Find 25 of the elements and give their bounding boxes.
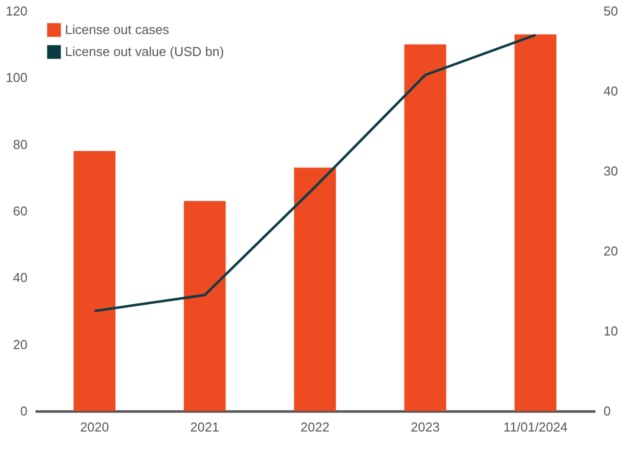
y2-tick-label: 30: [604, 164, 618, 178]
legend-label: License out cases: [65, 22, 170, 37]
bar: [184, 201, 226, 411]
x-tick-label: 11/01/2024: [503, 420, 568, 434]
bar: [404, 44, 446, 411]
x-tick-label: 2021: [190, 420, 220, 434]
y-tick-label: 0: [20, 404, 28, 418]
y-tick-label: 40: [13, 270, 28, 286]
x-tick-label: 2023: [410, 420, 440, 434]
y2-tick-label: 50: [604, 4, 618, 18]
y-tick-label: 60: [13, 204, 28, 218]
bar: [514, 34, 556, 411]
x-tick-label: 2020: [80, 420, 109, 434]
y2-tick-label: 40: [604, 84, 618, 98]
y-tick-label: 120: [6, 4, 28, 18]
legend-label: License out value (USD bn): [65, 44, 224, 59]
bar: [294, 168, 336, 411]
y-tick-label: 80: [13, 136, 28, 152]
y-tick-label: 100: [6, 70, 28, 86]
y2-tick-label: 20: [604, 244, 618, 258]
bar: [74, 151, 116, 411]
y-tick-label: 20: [13, 336, 28, 352]
y2-tick-label: 10: [604, 324, 618, 338]
y2-tick-label: 0: [604, 404, 611, 418]
x-tick-label: 2022: [300, 420, 330, 434]
